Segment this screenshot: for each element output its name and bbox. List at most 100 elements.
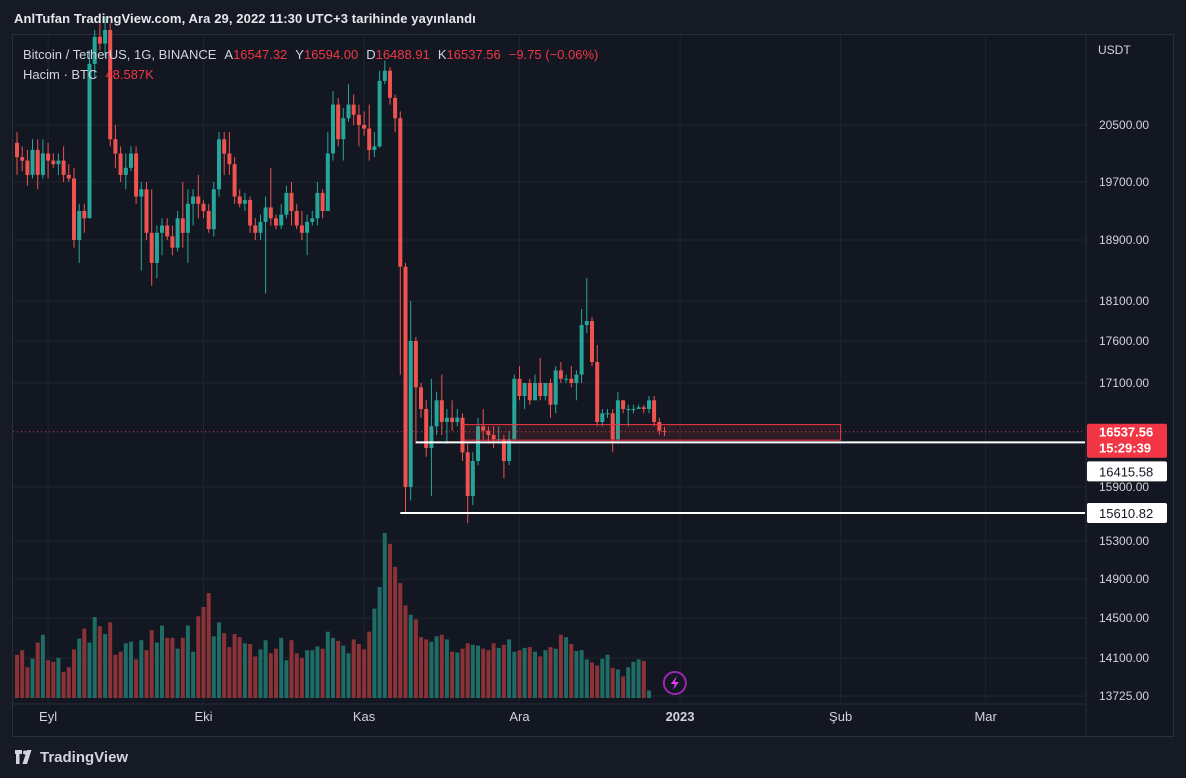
volume-bar-42 — [232, 634, 237, 698]
candle-body-119 — [631, 409, 636, 410]
volume-bar-15 — [92, 617, 97, 698]
volume-bar-107 — [569, 644, 574, 698]
volume-bar-99 — [527, 647, 532, 698]
candle-body-61 — [331, 104, 335, 154]
candle-body-50 — [274, 218, 278, 226]
candle-body-109 — [579, 325, 584, 375]
volume-bar-97 — [517, 650, 522, 698]
volume-bar-51 — [279, 637, 284, 698]
volume-bar-66 — [356, 644, 361, 698]
candle-body-81 — [434, 400, 439, 427]
volume-bar-75 — [403, 605, 408, 698]
last-price-badge — [1087, 423, 1167, 458]
legend-volume-value: 48.587K — [105, 67, 154, 82]
candle-body-120 — [636, 407, 641, 409]
candle-body-45 — [248, 200, 253, 226]
volume-bar-88 — [470, 644, 475, 698]
candle-body-32 — [180, 218, 185, 233]
volume-bar-53 — [289, 640, 294, 698]
price-tick-label-4: 17600.00 — [1099, 334, 1149, 348]
legend-close-label: K — [437, 47, 447, 62]
candle-body-44 — [242, 200, 247, 204]
candle-body-83 — [444, 417, 449, 422]
candle-body-66 — [356, 114, 361, 125]
candle-body-71 — [382, 70, 387, 81]
volume-bar-17 — [103, 634, 108, 698]
candle-body-41 — [227, 153, 232, 165]
volume-bar-24 — [139, 640, 144, 698]
candle-body-65 — [351, 104, 356, 115]
candle-body-17 — [103, 30, 108, 44]
volume-bar-52 — [284, 660, 289, 698]
volume-bar-91 — [486, 650, 491, 698]
volume-bar-55 — [299, 657, 304, 698]
volume-bar-33 — [185, 625, 190, 698]
candle-body-19 — [113, 139, 118, 154]
price-tick-label-8: 14900.00 — [1099, 572, 1149, 586]
candle-body-37 — [206, 211, 211, 230]
candle-body-64 — [346, 104, 351, 119]
candle-body-8 — [56, 160, 61, 165]
publish-text: AnlTufan TradingView.com, Ara 29, 2022 1… — [14, 11, 476, 26]
legend-volume-label[interactable]: Hacim · BTC — [23, 67, 98, 82]
legend-volume-row: Hacim · BTC 48.587K — [23, 65, 598, 85]
candle-body-30 — [170, 236, 175, 248]
price-tick-label-7: 15300.00 — [1099, 534, 1149, 548]
volume-bar-27 — [154, 642, 159, 698]
candle-body-99 — [527, 383, 532, 401]
volume-bar-92 — [491, 643, 496, 698]
price-tick-label-5: 17100.00 — [1099, 376, 1149, 390]
legend-symbol[interactable]: Bitcoin / TetherUS, 1G, BINANCE — [23, 47, 217, 62]
candle-body-68 — [367, 128, 372, 150]
candle-body-84 — [450, 417, 455, 422]
volume-bar-47 — [258, 649, 263, 698]
volume-bar-46 — [253, 656, 258, 698]
volume-bar-13 — [82, 628, 87, 698]
candle-body-14 — [87, 63, 92, 219]
volume-bar-18 — [108, 622, 113, 698]
time-tick-label-4: 2023 — [666, 709, 695, 724]
chart-panel[interactable] — [12, 34, 1174, 737]
volume-bar-16 — [97, 626, 102, 698]
volume-bar-37 — [206, 593, 211, 698]
legend-close-value: 16537.56 — [446, 47, 501, 62]
candle-body-88 — [470, 461, 475, 496]
volume-bar-54 — [294, 653, 299, 698]
volume-bar-80 — [429, 641, 434, 698]
volume-bar-45 — [248, 644, 253, 698]
candle-body-118 — [626, 409, 631, 410]
volume-bar-70 — [377, 587, 382, 698]
publish-bar: AnlTufan TradingView.com, Ara 29, 2022 1… — [0, 0, 1186, 34]
candle-body-80 — [429, 426, 434, 448]
legend: Bitcoin / TetherUS, 1G, BINANCE A16547.32… — [23, 45, 598, 85]
level-2-badge — [1087, 503, 1167, 524]
volume-bar-57 — [310, 650, 315, 698]
candle-body-74 — [398, 118, 403, 267]
volume-bar-79 — [424, 639, 429, 698]
candle-body-85 — [455, 417, 460, 422]
volume-bar-56 — [305, 650, 310, 698]
candle-body-56 — [305, 221, 310, 233]
candle-body-96 — [512, 378, 517, 440]
candle-body-112 — [595, 362, 600, 422]
volume-bar-102 — [543, 650, 548, 698]
footer-brand: TradingView — [40, 748, 129, 766]
volume-bar-109 — [579, 650, 584, 698]
candle-body-15 — [92, 36, 97, 64]
volume-bar-67 — [362, 649, 367, 698]
candle-body-11 — [72, 178, 76, 240]
volume-bar-74 — [398, 583, 403, 698]
volume-bar-61 — [331, 637, 335, 698]
volume-bar-44 — [242, 643, 247, 698]
volume-bar-9 — [61, 671, 66, 698]
volume-bar-78 — [419, 637, 423, 698]
candle-body-21 — [123, 167, 128, 175]
volume-bar-49 — [268, 653, 273, 698]
volume-bar-48 — [263, 640, 268, 698]
legend-open-label: A — [224, 47, 234, 62]
candle-body-91 — [486, 430, 491, 435]
volume-bar-114 — [605, 654, 610, 698]
candle-body-35 — [196, 196, 201, 204]
candle-body-77 — [413, 341, 418, 388]
